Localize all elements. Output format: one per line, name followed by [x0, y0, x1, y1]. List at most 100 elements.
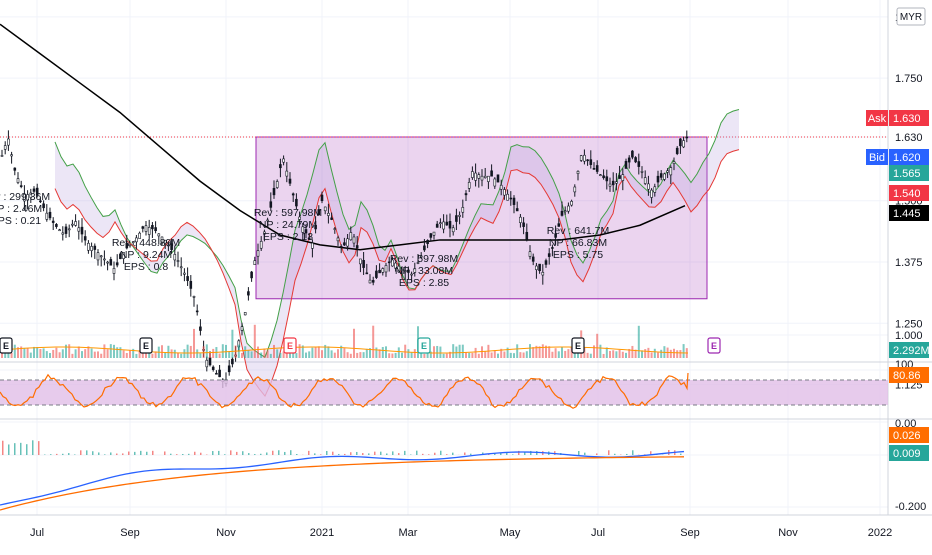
volume-bar — [679, 350, 681, 358]
volume-bar — [75, 349, 77, 358]
candle-body — [337, 238, 339, 241]
candle-body — [279, 164, 281, 167]
volume-bar — [52, 350, 54, 358]
volume-bar — [452, 344, 454, 358]
price-tag-3: 1.565 — [889, 165, 929, 181]
volume-bar — [244, 346, 246, 358]
macd-histogram-bar — [2, 441, 4, 455]
macd-histogram-bar — [356, 452, 358, 455]
annotation-text: EPS : 5.75 — [553, 249, 603, 261]
candle-body — [347, 239, 349, 246]
macd-histogram-bar — [38, 441, 40, 455]
price-tag-value: 1.630 — [893, 113, 921, 125]
volume-bar — [199, 353, 201, 358]
candle-body — [257, 251, 259, 256]
macd-histogram-bar — [512, 454, 514, 455]
volume-bar — [599, 345, 601, 358]
candle-body — [539, 264, 541, 271]
macd-histogram-bar — [116, 454, 118, 455]
annotation-text: EPS : 2.13 — [263, 231, 313, 243]
volume-bar — [356, 353, 358, 358]
macd-histogram-bar — [344, 454, 346, 455]
candle-body — [174, 254, 176, 260]
volume-bar — [350, 354, 352, 358]
volume-bar — [311, 348, 313, 358]
volume-bar — [27, 348, 29, 358]
candle-body — [273, 188, 275, 195]
volume-bar — [193, 329, 195, 358]
price-tag-6: 2.292M — [889, 342, 930, 358]
macd-histogram-bar — [260, 454, 262, 455]
volume-bar — [532, 347, 534, 358]
candle-body — [190, 281, 192, 288]
time-tick-label: May — [500, 527, 521, 539]
candle-body — [324, 207, 326, 211]
macd-histogram-bar — [596, 453, 598, 455]
annotation-text: Rev : 597.98M — [390, 253, 458, 265]
candle-body — [507, 194, 509, 200]
volume-bar — [612, 350, 614, 358]
candle-body — [113, 268, 115, 273]
candle-body — [468, 182, 470, 188]
candle-body — [670, 168, 672, 175]
candle-body — [612, 181, 614, 185]
candle-body — [638, 162, 640, 167]
volume-bar — [564, 351, 566, 358]
macd-pane — [0, 440, 688, 510]
volume-bar — [321, 350, 323, 358]
candle-body — [260, 241, 262, 248]
volume-bar — [343, 348, 345, 358]
volume-bar — [596, 334, 598, 358]
macd-histogram-bar — [434, 453, 436, 455]
candle-body — [155, 228, 157, 231]
currency-badge[interactable]: MYR — [897, 8, 925, 25]
earnings-marker-label: E — [3, 341, 9, 351]
candle-body — [193, 296, 195, 297]
candle-body — [353, 237, 355, 243]
macd-histogram-bar — [464, 453, 466, 455]
candle-body — [596, 165, 598, 171]
volume-bar — [206, 344, 208, 358]
volume-bar — [443, 354, 445, 358]
volume-bar — [190, 346, 192, 358]
candle-body — [286, 171, 288, 176]
volume-bar — [446, 354, 448, 358]
price-tag-value: 0.026 — [893, 430, 921, 442]
volume-bar — [62, 349, 64, 358]
candle-body — [647, 184, 649, 189]
oscillator-band — [0, 380, 888, 405]
candle-body — [427, 240, 429, 243]
volume-bar — [334, 353, 336, 358]
volume-bar — [433, 346, 435, 358]
volume-bar — [404, 345, 406, 358]
candle-body — [443, 222, 445, 229]
macd-histogram-bar — [26, 444, 28, 455]
macd-histogram-bar — [176, 454, 178, 455]
candle-body — [385, 265, 387, 272]
macd-histogram-bar — [320, 454, 322, 455]
macd-histogram-bar — [308, 451, 310, 455]
candle-body — [679, 139, 681, 146]
candle-body — [103, 259, 105, 260]
volume-bar — [391, 353, 393, 358]
candle-body — [228, 366, 230, 372]
macd-histogram-bar — [128, 452, 130, 455]
candle-body — [660, 174, 662, 178]
candle-body — [526, 232, 528, 239]
signal-line — [0, 457, 684, 510]
volume-bar — [68, 344, 70, 358]
volume-bar — [619, 350, 621, 358]
macd-histogram-bar — [140, 451, 142, 455]
annotation-text: Rev : 448.89M — [112, 237, 180, 249]
candle-body — [519, 217, 521, 222]
macd-histogram-bar — [428, 454, 430, 455]
volume-bar — [36, 347, 38, 358]
volume-bar — [475, 348, 477, 358]
volume-bar — [209, 353, 211, 358]
candle-body — [475, 173, 477, 180]
volume-bar — [11, 353, 13, 358]
volume-bar — [676, 350, 678, 358]
